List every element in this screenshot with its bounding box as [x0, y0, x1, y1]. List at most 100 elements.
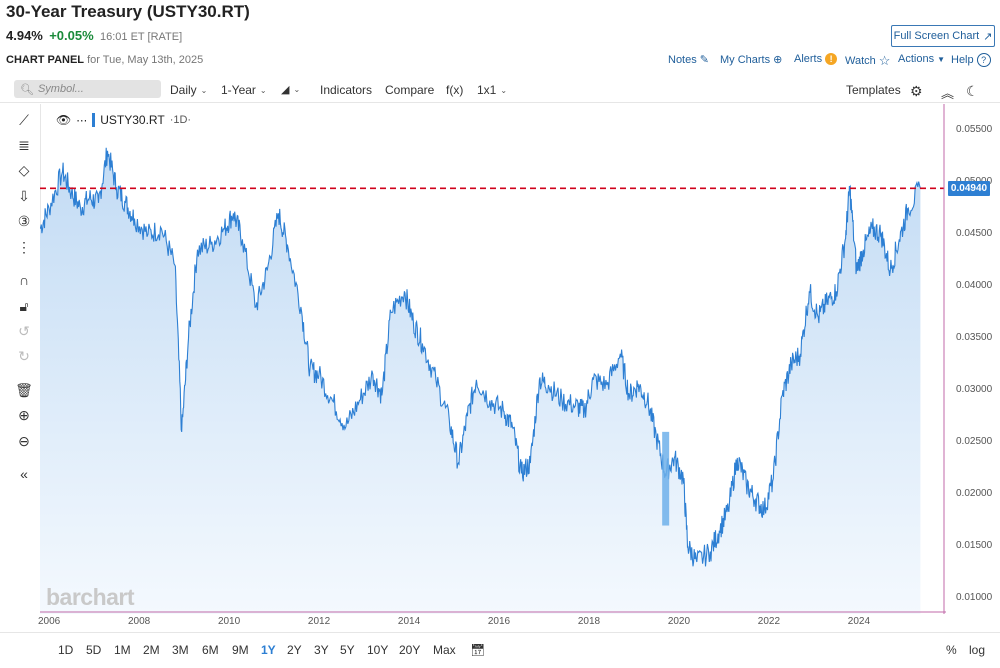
y-tick-label: 0.03500 [956, 332, 993, 344]
chevron-down-icon: ⌄ [500, 85, 508, 95]
compare-button[interactable]: Compare [385, 83, 434, 97]
price-area-fill [40, 147, 921, 614]
chart-panel-title: CHART PANEL [6, 54, 85, 66]
page-title: 30-Year Treasury (USTY30.RT) [6, 2, 250, 21]
x-tick-label: 2022 [757, 616, 781, 627]
price-chart[interactable] [40, 104, 946, 614]
y-tick-label: 0.01000 [956, 592, 993, 604]
actions-label: Actions [898, 53, 935, 65]
range-button-max[interactable]: Max [433, 643, 456, 657]
caret-down-icon: ▼ [937, 54, 945, 64]
full-screen-chart-button[interactable]: Full Screen Chart ↗ [891, 25, 995, 47]
range-button-5d[interactable]: 5D [86, 643, 102, 657]
range-button-3y[interactable]: 3Y [314, 643, 329, 657]
chart-panel-label: CHART PANEL for Tue, May 13th, 2025 [6, 54, 203, 66]
highlight-bar [662, 431, 670, 526]
period-label: 1-Year [221, 83, 256, 97]
y-tick-label: 0.04000 [956, 280, 993, 292]
alerts-label: Alerts [794, 53, 823, 65]
range-button-2m[interactable]: 2M [143, 643, 160, 657]
x-tick-label: 2024 [847, 616, 871, 627]
x-tick-label: 2010 [217, 616, 241, 627]
help-link[interactable]: Help ? [951, 53, 991, 67]
y-axis[interactable]: 0.055000.050000.045000.040000.035000.030… [946, 104, 1000, 614]
chevron-down-icon: ⌄ [293, 85, 301, 94]
layout-dropdown[interactable]: 1x1 ⌄ [477, 83, 507, 97]
chevron-down-icon: ⌄ [259, 85, 267, 95]
trendline-tool-icon[interactable]: ⟋ [19, 111, 29, 128]
redo-icon[interactable]: ↻ [18, 347, 30, 364]
percent-toggle[interactable]: % [946, 643, 957, 657]
range-button-6m[interactable]: 6M [202, 643, 219, 657]
chart-type-dropdown[interactable]: ◢ ⌄ [281, 83, 300, 96]
x-tick-label: 2008 [127, 616, 151, 627]
last-price-tag: 0.04940 [948, 181, 990, 197]
unlock-icon[interactable]: 🔓︎ [19, 297, 29, 314]
templates-label: Templates [846, 83, 901, 97]
help-label: Help [951, 54, 974, 66]
measure-tool-icon[interactable]: ⋮ [17, 238, 31, 255]
search-icon: 🔍︎ [20, 83, 34, 96]
watch-link[interactable]: Watch ☆ [845, 53, 890, 69]
function-button[interactable]: f(x) [446, 83, 463, 97]
period-dropdown[interactable]: 1-Year ⌄ [221, 83, 267, 97]
arrow-marker-icon[interactable]: ⇩ [18, 187, 30, 204]
my-charts-link[interactable]: My Charts ⊕ [720, 53, 782, 67]
quote-meta: 16:01 ET [RATE] [100, 31, 183, 43]
y-tick-label: 0.03000 [956, 384, 993, 396]
full-screen-label: Full Screen Chart [893, 30, 980, 42]
range-button-1y[interactable]: 1Y [261, 643, 276, 657]
zoom-out-icon[interactable]: ⊖ [18, 432, 30, 449]
indicators-label: Indicators [320, 83, 373, 97]
my-charts-label: My Charts [720, 53, 771, 66]
range-button-20y[interactable]: 20Y [399, 643, 421, 657]
chart-legend[interactable]: 👁︎ ⋯ USTY30.RT ·1D· [56, 113, 191, 127]
range-button-3m[interactable]: 3M [172, 643, 189, 657]
legend-symbol: USTY30.RT [100, 113, 165, 127]
shape-tool-icon[interactable]: ◇ [18, 161, 30, 178]
x-tick-label: 2006 [38, 616, 61, 627]
series-color-swatch [92, 113, 96, 127]
function-label: f(x) [446, 83, 464, 97]
zoom-in-icon[interactable]: ⊕ [18, 406, 30, 423]
x-axis[interactable]: 2006 2008 2010 2012 2014 2016 2018 2020 2022 2024 [38, 614, 946, 630]
templates-button[interactable]: Templates [846, 83, 901, 97]
collapse-left-icon[interactable]: « [20, 466, 28, 482]
trash-icon[interactable]: 🗑︎ [15, 381, 33, 398]
range-button-1m[interactable]: 1M [114, 643, 131, 657]
last-price: 4.94% [6, 28, 43, 43]
magnet-icon[interactable]: ∩ [18, 272, 30, 288]
range-button-2y[interactable]: 2Y [287, 643, 302, 657]
actions-menu[interactable]: Actions ▼ [898, 53, 945, 65]
alerts-link[interactable]: Alerts ! [794, 53, 838, 65]
interval-dropdown[interactable]: Daily ⌄ [170, 83, 207, 97]
calendar-icon[interactable]: 📅︎ [470, 643, 486, 657]
range-button-1d[interactable]: 1D [58, 643, 74, 657]
y-tick-label: 0.02500 [956, 436, 993, 448]
number-marker-icon[interactable]: ③ [17, 212, 31, 229]
range-button-5y[interactable]: 5Y [340, 643, 355, 657]
range-button-10y[interactable]: 10Y [367, 643, 389, 657]
undo-icon[interactable]: ↺ [18, 322, 30, 339]
range-button-9m[interactable]: 9M [232, 643, 249, 657]
y-tick-label: 0.04500 [956, 228, 993, 240]
chart-panel-date: for Tue, May 13th, 2025 [87, 54, 204, 66]
fib-tool-icon[interactable]: ≣ [18, 136, 30, 153]
help-circle-icon: ? [976, 53, 991, 67]
notes-link[interactable]: Notes ✎ [668, 53, 709, 67]
x-tick-label: 2020 [667, 616, 691, 627]
dark-mode-moon-icon[interactable]: ☾ [966, 83, 979, 99]
eye-icon[interactable]: 👁︎ [56, 113, 72, 127]
compare-label: Compare [385, 83, 435, 97]
settings-gear-icon[interactable]: ⚙ [910, 83, 923, 99]
watch-label: Watch [845, 55, 876, 67]
more-dots-icon[interactable]: ⋯ [76, 114, 88, 127]
x-tick-label: 2014 [397, 616, 421, 627]
indicators-button[interactable]: Indicators [320, 83, 372, 97]
y-tick-label: 0.01500 [956, 540, 993, 552]
symbol-search-input[interactable]: 🔍︎ Symbol... [14, 80, 161, 98]
price-change: +0.05% [49, 28, 94, 43]
legend-timeframe: ·1D· [169, 114, 192, 126]
log-toggle[interactable]: log [969, 643, 986, 657]
collapse-up-icon[interactable]: ︽ [941, 86, 955, 101]
